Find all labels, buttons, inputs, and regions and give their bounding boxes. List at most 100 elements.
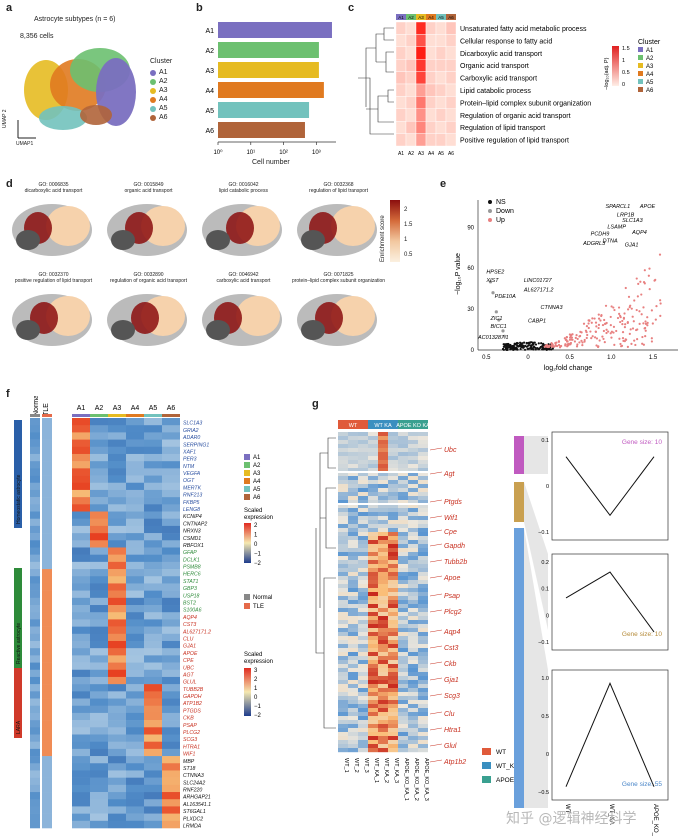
f-normal-cell bbox=[30, 497, 40, 504]
f-col-strip bbox=[126, 414, 144, 417]
c-cell bbox=[406, 96, 416, 108]
g-cell bbox=[368, 588, 378, 592]
f-cell bbox=[72, 583, 90, 590]
c-col-strip-label: A5 bbox=[438, 15, 444, 20]
g-cell bbox=[358, 524, 368, 528]
g-cell bbox=[398, 708, 408, 712]
g-cell bbox=[358, 708, 368, 712]
go-name-0: dicarboxylic acid transport bbox=[6, 188, 101, 194]
f-cell bbox=[162, 454, 180, 461]
g-cell bbox=[388, 620, 398, 624]
g-col-APOE_KO_KA_2: APOE_KO_KA_2 bbox=[413, 758, 419, 801]
e-point-up bbox=[575, 337, 577, 339]
c-cell bbox=[406, 109, 416, 121]
legend-a3: A3 bbox=[159, 87, 168, 95]
g-cell bbox=[358, 608, 368, 612]
f-cell bbox=[144, 569, 162, 576]
g-cell bbox=[388, 656, 398, 660]
g-cell bbox=[398, 660, 408, 664]
watermark: 知乎 @逻辑神经科学 bbox=[506, 808, 636, 828]
c-cell bbox=[396, 134, 406, 146]
c-cell bbox=[436, 72, 446, 84]
g-cell bbox=[398, 644, 408, 648]
f-cell bbox=[90, 713, 108, 720]
g-cell bbox=[358, 580, 368, 584]
g-cell bbox=[338, 464, 348, 468]
f-cell bbox=[90, 814, 108, 821]
e-point-up bbox=[655, 319, 657, 321]
g-cell bbox=[358, 460, 368, 464]
f-cell bbox=[144, 583, 162, 590]
g-side-blue bbox=[514, 528, 524, 808]
g-cell bbox=[408, 676, 418, 680]
f-normal-cell bbox=[30, 519, 40, 526]
c-legend-A2: A2 bbox=[646, 56, 654, 62]
f-tle-cell bbox=[42, 648, 52, 655]
g-cell bbox=[388, 564, 398, 568]
e-point-up bbox=[655, 305, 657, 307]
g-cell bbox=[348, 496, 358, 500]
e-down-label-8: BICC1 bbox=[491, 324, 507, 330]
e-point-up bbox=[637, 283, 639, 285]
bar-xtick-label: 10² bbox=[279, 150, 288, 156]
g-cell bbox=[388, 668, 398, 672]
g-cell bbox=[358, 596, 368, 600]
f-cell bbox=[72, 734, 90, 741]
f-cell bbox=[108, 547, 126, 554]
g-cell bbox=[348, 536, 358, 540]
f-cell bbox=[90, 547, 108, 554]
g-cell bbox=[348, 680, 358, 684]
g-cell bbox=[388, 528, 398, 532]
f-col-A6: A6 bbox=[167, 405, 176, 412]
g-cell bbox=[418, 596, 428, 600]
f-cell bbox=[162, 497, 180, 504]
e-point-up bbox=[571, 333, 573, 335]
f-cell bbox=[144, 468, 162, 475]
e-point-up bbox=[619, 321, 621, 323]
f-cell bbox=[108, 799, 126, 806]
g-cell bbox=[338, 632, 348, 636]
f-cell bbox=[108, 418, 126, 425]
g-cell bbox=[348, 716, 358, 720]
e-point-ns bbox=[516, 348, 518, 350]
f-cell bbox=[126, 648, 144, 655]
legend-a4: A4 bbox=[159, 96, 168, 104]
g-cell bbox=[338, 716, 348, 720]
f-normal-cell bbox=[30, 677, 40, 684]
g-cell bbox=[358, 432, 368, 436]
f-cell bbox=[162, 461, 180, 468]
c-cell bbox=[446, 22, 456, 34]
f-normal-cell bbox=[30, 785, 40, 792]
g-cell bbox=[398, 704, 408, 708]
f-cell bbox=[144, 691, 162, 698]
f-gene-44: SCG3 bbox=[183, 737, 197, 743]
g-cell bbox=[418, 728, 428, 732]
f-cell bbox=[126, 806, 144, 813]
g-cell bbox=[358, 732, 368, 736]
e-point-up bbox=[636, 338, 638, 340]
g-line-ytick: 0.2 bbox=[541, 560, 549, 566]
f-gene-0: SLC1A3 bbox=[183, 421, 202, 427]
g-cell bbox=[368, 696, 378, 700]
f-normal-cell bbox=[30, 490, 40, 497]
f-tle-cell bbox=[42, 591, 52, 598]
g-cell bbox=[378, 576, 388, 580]
g-cell bbox=[378, 648, 388, 652]
g-cell bbox=[348, 452, 358, 456]
g-line-ytick: 1.0 bbox=[541, 676, 549, 682]
e-point-up bbox=[596, 337, 598, 339]
f-cell bbox=[90, 691, 108, 698]
f-cell bbox=[108, 583, 126, 590]
f-normal-cell bbox=[30, 612, 40, 619]
c-cell bbox=[426, 59, 436, 71]
g-cell bbox=[378, 528, 388, 532]
g-cell bbox=[348, 624, 358, 628]
f-leg-swatch bbox=[244, 462, 250, 468]
g-col-APOE_KO_KA_3: APOE_KO_KA_3 bbox=[423, 758, 429, 801]
g-cell bbox=[388, 700, 398, 704]
f-cell bbox=[90, 684, 108, 691]
c-cell bbox=[406, 72, 416, 84]
g-cell bbox=[368, 620, 378, 624]
f-normal-cell bbox=[30, 792, 40, 799]
f-gene-37: TUBB2B bbox=[183, 687, 204, 693]
